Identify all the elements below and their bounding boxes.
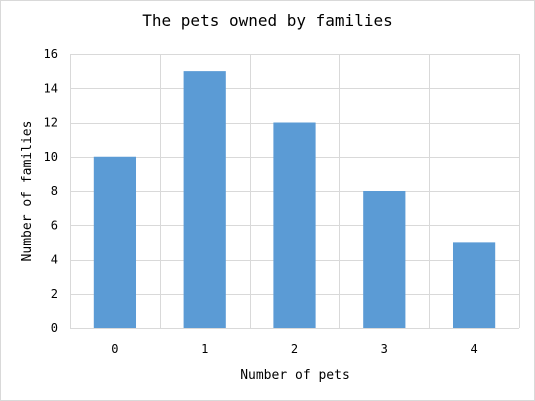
bar <box>363 191 406 328</box>
bar <box>93 156 137 328</box>
x-tick-labels: 0 1 2 3 4 <box>111 342 477 356</box>
bars-layer <box>93 71 496 328</box>
y-tick-label: 2 <box>51 287 58 301</box>
y-tick-label: 12 <box>44 116 58 130</box>
y-tick-label: 0 <box>51 321 58 335</box>
y-tick-label: 14 <box>44 81 58 95</box>
y-tick-label: 8 <box>51 184 58 198</box>
x-tick-label: 2 <box>291 342 298 356</box>
bar <box>183 71 226 328</box>
x-tick-label: 4 <box>470 342 477 356</box>
bar <box>273 122 316 328</box>
x-tick-label: 0 <box>111 342 118 356</box>
y-axis-label: Number of families <box>20 120 35 262</box>
chart-title: The pets owned by families <box>142 11 393 30</box>
x-axis-label: Number of pets <box>240 368 350 383</box>
y-tick-label: 16 <box>44 47 58 61</box>
bar <box>452 242 496 328</box>
x-tick-label: 1 <box>201 342 208 356</box>
y-tick-label: 10 <box>44 150 58 164</box>
x-tick-label: 3 <box>381 342 388 356</box>
y-tick-labels: 0 2 4 6 8 10 12 14 16 <box>44 47 58 335</box>
y-tick-label: 6 <box>51 218 58 232</box>
y-tick-label: 4 <box>51 253 58 267</box>
